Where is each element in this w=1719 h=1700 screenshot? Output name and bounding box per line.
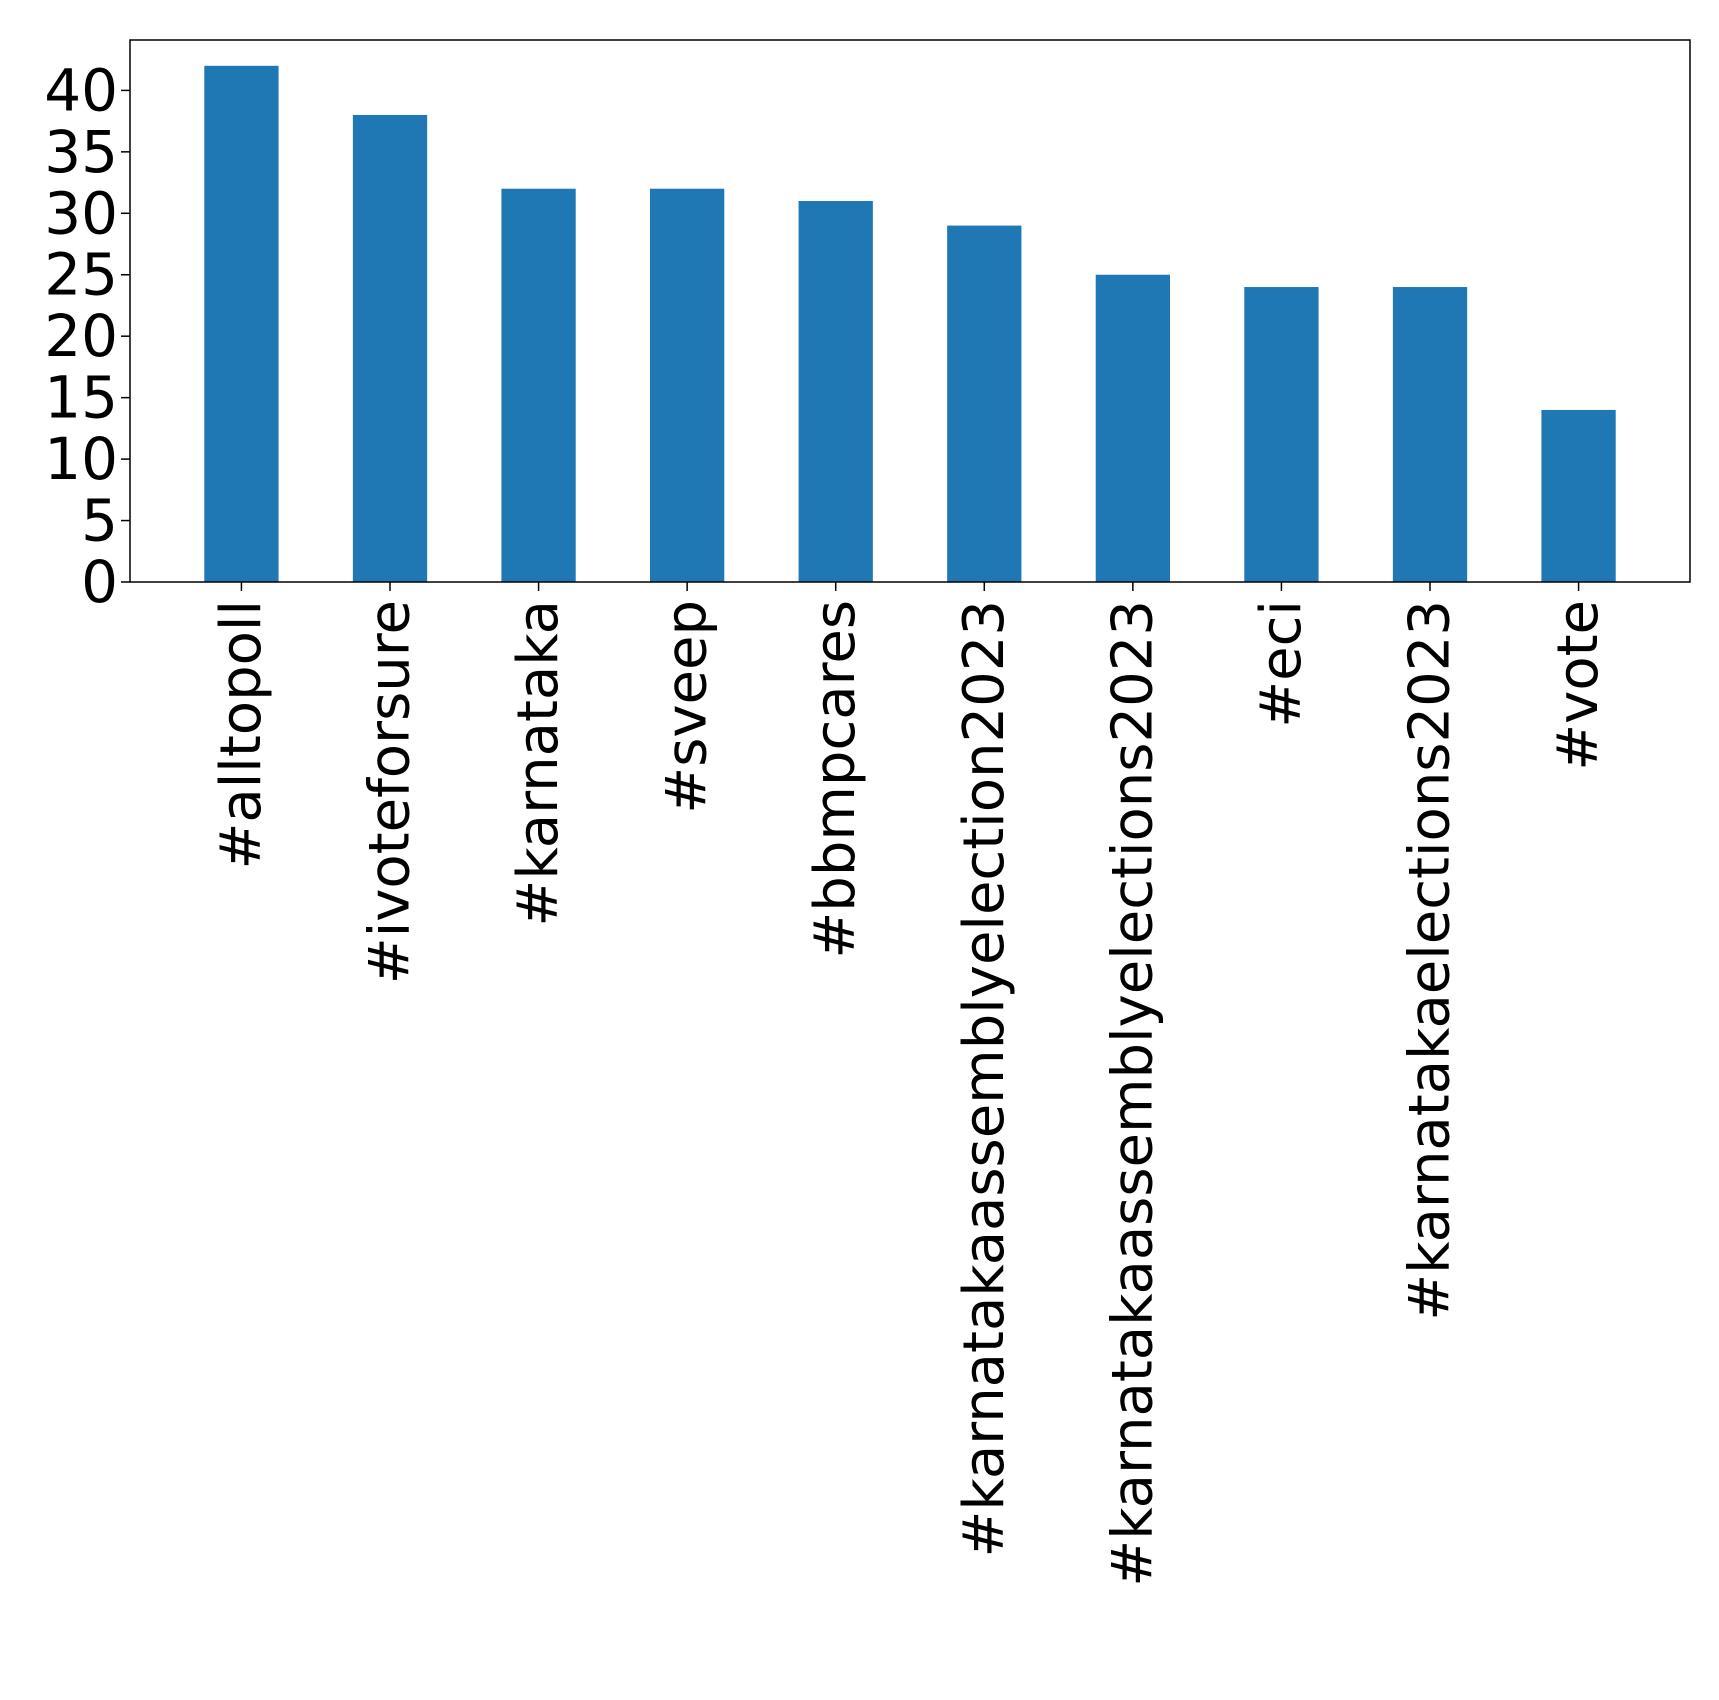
- x-tick-label: #karnatakaassemblyelection2023: [952, 600, 1017, 1558]
- y-tick-label: 10: [44, 425, 118, 493]
- x-tick-label: #alltopoll: [209, 600, 274, 870]
- x-tick-label: #karnatakaassemblyelections2023: [1100, 600, 1165, 1587]
- x-tick-label: #karnatakaelections2023: [1398, 600, 1463, 1321]
- bar-alltopoll: [204, 65, 279, 583]
- bar-vote: [1541, 409, 1616, 582]
- x-tick-label: #ivoteforsure: [358, 600, 423, 984]
- x-tick-label: #bbmpcares: [803, 600, 868, 959]
- bar-karnatakaelections2023: [1392, 287, 1468, 582]
- y-tick-label: 15: [44, 364, 118, 432]
- y-tick-label: 25: [44, 241, 118, 309]
- y-tick-label: 20: [44, 302, 118, 370]
- bar-ivoteforsure: [352, 114, 428, 582]
- y-tick-label: 40: [44, 56, 118, 124]
- plot-frame: [129, 39, 1691, 583]
- x-tick-label: #karnataka: [506, 600, 571, 927]
- y-tick-label: 0: [81, 548, 118, 616]
- bar-sveep: [650, 188, 725, 582]
- y-tick-label: 35: [44, 118, 118, 186]
- bar-bbmpcares: [798, 201, 873, 583]
- x-axis: #alltopoll #ivoteforsure #karnataka #sveep #…: [209, 582, 1611, 1587]
- y-tick-label: 30: [44, 179, 118, 247]
- y-tick-label: 5: [81, 487, 118, 555]
- x-tick-label: #vote: [1546, 600, 1611, 771]
- x-tick-label: #eci: [1249, 600, 1314, 728]
- bar-karnatakaassemblyelection2023: [947, 225, 1022, 582]
- bars-layer: [204, 65, 1616, 583]
- bar-karnataka: [501, 188, 576, 582]
- bar-eci: [1244, 287, 1319, 582]
- bar-karnatakaassemblyelections2023: [1095, 274, 1170, 582]
- x-tick-label: #sveep: [655, 600, 720, 814]
